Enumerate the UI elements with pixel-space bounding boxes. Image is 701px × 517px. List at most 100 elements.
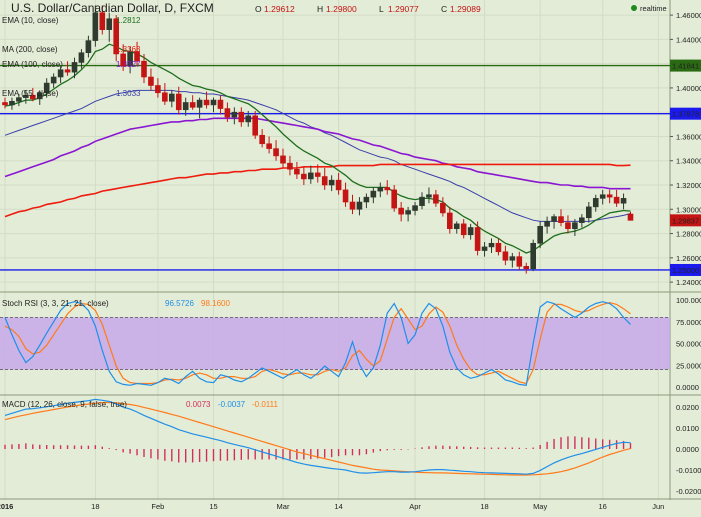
candle-body — [384, 187, 391, 191]
candle-body — [356, 201, 363, 210]
label-layer: U.S. Dollar/Canadian Dollar, D, FXCM O 1.2… — [2, 1, 667, 409]
candle-body — [287, 162, 293, 170]
candle-body — [259, 134, 265, 145]
candle-body — [245, 115, 252, 123]
ohlc-value: 1.29089 — [450, 4, 481, 14]
stoch-k-line — [4, 301, 631, 386]
ohlc-key: L — [379, 4, 384, 14]
candle-body — [481, 246, 488, 251]
candle-body — [113, 18, 119, 55]
time-tick-label: May — [533, 502, 547, 511]
macd-signal-line — [4, 401, 631, 476]
macd-line — [4, 398, 631, 475]
candle-body — [50, 76, 57, 84]
candle-body — [252, 115, 258, 136]
candle-body — [335, 179, 342, 191]
stoch-tick-label: 50.0000 — [676, 340, 701, 349]
indicator-label: MA (200, close) — [2, 45, 58, 54]
candle-body — [530, 242, 537, 270]
candle-body — [266, 143, 272, 149]
time-tick-label: Apr — [409, 502, 421, 511]
candle-body — [565, 222, 571, 230]
candle-body — [189, 102, 196, 108]
price-tick-label: 1.36000 — [676, 132, 701, 141]
candle-body — [120, 53, 126, 67]
candle-body — [224, 108, 231, 118]
candle-body — [405, 210, 411, 215]
time-tick-label: 15 — [209, 502, 217, 511]
candle-body — [2, 102, 8, 106]
candle-body — [16, 97, 22, 102]
indicator-value: 1.3363 — [116, 45, 141, 54]
candle-body — [391, 189, 398, 209]
candle-body — [440, 202, 446, 214]
macd-label: MACD (12, 26, close, 9, false, true) — [2, 400, 127, 409]
candle-body — [433, 194, 439, 204]
time-tick-label: Mar — [277, 502, 290, 511]
indicator-label: EMA (10, close) — [2, 16, 59, 25]
candle-body — [592, 198, 599, 208]
candle-body — [294, 168, 300, 175]
stoch-label: Stoch RSI (3, 3, 21, 21, close) — [2, 299, 109, 308]
price-tick-label: 1.30000 — [676, 205, 701, 214]
candle-body — [572, 222, 578, 230]
time-tick-label: 18 — [91, 502, 99, 511]
price-tick-label: 1.24000 — [676, 278, 701, 287]
candle-body — [419, 196, 425, 206]
candle-body — [523, 266, 530, 270]
stoch-d-value: 98.1600 — [201, 299, 230, 308]
candle-body — [349, 201, 356, 210]
ohlc-value: 1.29077 — [388, 4, 419, 14]
candle-body — [148, 76, 154, 86]
stoch-tick-label: 25.0000 — [676, 361, 701, 370]
price-layer — [0, 5, 670, 274]
candle-body — [71, 62, 78, 73]
candle-body — [273, 148, 279, 157]
candle-body — [398, 207, 404, 215]
ohlc-key: H — [317, 4, 323, 14]
ohlc-value: 1.29800 — [326, 4, 357, 14]
candle-body — [127, 51, 133, 67]
candle-body — [280, 155, 286, 164]
candle-body — [502, 251, 509, 261]
candle-body — [9, 100, 15, 106]
ohlc-key: C — [441, 4, 447, 14]
candle-body — [169, 93, 175, 102]
candle-body — [64, 69, 71, 73]
price-tick-label: 1.26000 — [676, 254, 701, 263]
macd-tick-label: -0.0200 — [676, 487, 701, 496]
candle-body — [537, 225, 543, 244]
macd-hist-value: 0.0073 — [186, 400, 211, 409]
indicator-value: 1.3327 — [116, 60, 141, 69]
level-price-text: 1.25000 — [672, 266, 699, 275]
candle-body — [363, 196, 370, 203]
candle-body — [182, 102, 189, 111]
candle-body — [175, 93, 182, 111]
macd-layer — [4, 398, 632, 476]
candle-body — [314, 172, 321, 177]
candle-body — [85, 40, 92, 54]
price-tick-label: 1.46000 — [676, 11, 701, 20]
ema10-line — [4, 43, 631, 254]
macd-tick-label: -0.0100 — [676, 466, 701, 475]
candle-body — [301, 173, 307, 180]
time-tick-label: Jun — [652, 502, 664, 511]
stoch-band — [0, 317, 670, 370]
price-tick-label: 1.28000 — [676, 230, 701, 239]
last-price-tag — [670, 214, 701, 227]
candle-body — [488, 242, 495, 248]
candle-body — [551, 216, 557, 222]
time-tick-label: 16 — [599, 502, 607, 511]
candle-body — [106, 18, 113, 30]
candle-body — [238, 111, 245, 123]
indicator-label: EMA (100, close) — [2, 60, 63, 69]
candle-body — [210, 99, 217, 106]
realtime-dot — [631, 5, 637, 11]
candle-body — [606, 194, 613, 198]
candle-body — [516, 256, 523, 267]
level-price-text: 1.37878 — [672, 110, 699, 119]
candle-body — [162, 92, 168, 102]
